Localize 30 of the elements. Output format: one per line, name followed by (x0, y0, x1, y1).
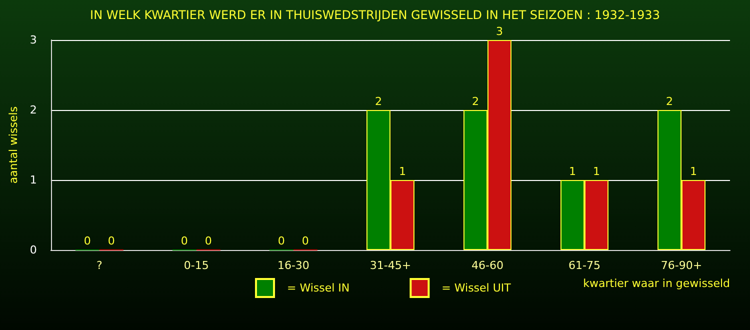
data-label: 0 (302, 234, 309, 248)
data-label: 2 (666, 95, 673, 108)
data-label: 1 (568, 165, 576, 178)
x-tick-label: ? (96, 259, 102, 272)
x-tick-label: 31-45+ (370, 259, 412, 272)
y-tick-label: 3 (30, 34, 37, 46)
y-tick-label: 2 (30, 104, 37, 116)
y-axis-title: aantal wissels (7, 106, 20, 184)
chart-title: IN WELK KWARTIER WERD ER IN THUISWEDSTRIJDEN GEWISSELD IN HET SEIZOEN : 1932-1933 (90, 8, 660, 22)
x-tick-label: 16-30 (277, 259, 310, 272)
data-label: 0 (180, 234, 188, 248)
x-tick-label: 76-90+ (660, 259, 702, 272)
data-label: 1 (398, 165, 406, 178)
y-tick-label: 0 (30, 244, 37, 256)
x-axis-title: kwartier waar in gewisseld (583, 277, 730, 290)
data-label: 2 (374, 95, 382, 108)
legend-label: = Wissel IN (287, 282, 350, 294)
y-tick-label: 1 (30, 174, 37, 186)
data-label: 0 (278, 234, 285, 248)
data-label: 0 (204, 234, 212, 248)
data-label: 1 (690, 165, 697, 178)
data-label: 0 (108, 234, 115, 248)
data-label: 0 (84, 234, 91, 248)
x-tick-label: 46-60 (471, 259, 504, 272)
data-label: 2 (472, 95, 479, 108)
data-label: 3 (496, 25, 503, 38)
data-label: 1 (592, 165, 600, 178)
x-tick-label: 0-15 (184, 259, 209, 272)
legend-label: = Wissel UIT (442, 282, 512, 294)
x-tick-label: 61-75 (568, 259, 600, 272)
